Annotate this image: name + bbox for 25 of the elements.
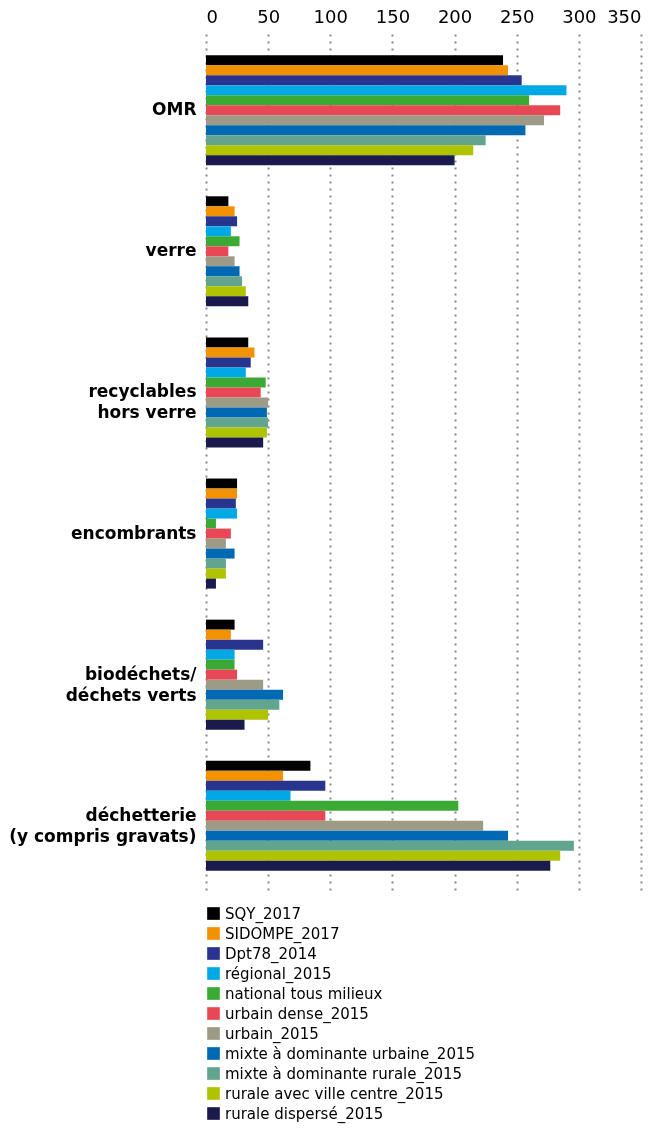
- y-tick-label: OMR: [152, 99, 197, 120]
- legend-label: mixte à dominante urbaine_2015: [225, 1044, 476, 1064]
- y-tick-label: verre: [145, 240, 197, 261]
- y-tick-label: encombrants: [71, 522, 197, 543]
- legend-label: national tous milieux: [225, 984, 383, 1003]
- legend-label: régional_2015: [225, 964, 332, 984]
- x-tick-label: 300: [562, 5, 597, 27]
- legend-label: SQY_2017: [225, 904, 302, 924]
- legend-label: urbain dense_2015: [225, 1004, 369, 1024]
- legend-label: Dpt78_2014: [225, 944, 317, 964]
- legend-label: SIDOMPE_2017: [225, 924, 340, 944]
- y-tick-label: recyclables hors verre: [88, 381, 197, 423]
- legend-label: urbain_2015: [225, 1024, 319, 1044]
- y-tick-label: biodéchets/ déchets verts: [65, 663, 198, 705]
- legend-label: rurale avec ville centre_2015: [225, 1084, 444, 1104]
- y-tick-label: déchetterie (y compris gravats): [9, 804, 197, 846]
- x-tick-label: 150: [375, 5, 411, 27]
- x-tick-label: 350: [607, 5, 642, 27]
- x-tick-label: 50: [257, 5, 281, 27]
- legend-label: rurale dispersé_2015: [225, 1104, 384, 1124]
- x-tick-label: 0: [206, 5, 218, 27]
- x-tick-label: 250: [500, 5, 535, 27]
- legend-label: mixte à dominante rurale_2015: [225, 1064, 463, 1084]
- x-tick-label: 100: [313, 5, 348, 27]
- x-tick-label: 200: [437, 5, 473, 27]
